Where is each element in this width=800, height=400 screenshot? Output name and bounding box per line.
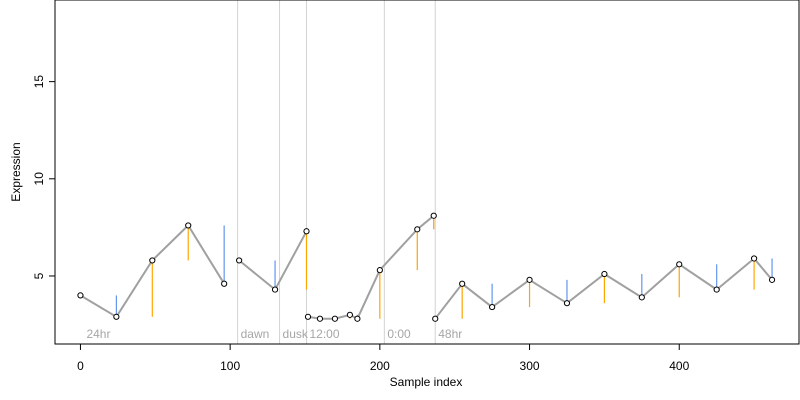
data-point: [526, 276, 533, 283]
series-lines: [79, 214, 773, 321]
data-point: [185, 222, 192, 229]
data-point: [376, 267, 383, 274]
data-point: [430, 212, 437, 219]
x-axis-title: Sample index: [390, 375, 463, 389]
marker-label: 12:00: [309, 327, 339, 341]
marker-label: 48hr: [438, 327, 462, 341]
data-point: [750, 255, 758, 262]
plot-frame: [54, 0, 800, 345]
data-point: [77, 292, 84, 299]
corner-label: 24hr: [86, 327, 110, 341]
y-axis: 5 10 15: [32, 75, 56, 279]
marker-label: dusk: [283, 327, 309, 341]
series-points: [77, 212, 776, 322]
data-point: [354, 315, 361, 322]
data-point: [638, 294, 645, 301]
data-point: [563, 300, 571, 307]
data-point: [459, 280, 466, 287]
y-tick-label: 10: [32, 172, 46, 186]
data-point: [432, 315, 439, 322]
data-point: [236, 257, 243, 264]
data-point: [601, 270, 608, 278]
y-tick-label: 15: [32, 75, 46, 89]
data-point: [303, 228, 310, 235]
data-point: [676, 261, 683, 268]
data-point: [271, 286, 279, 293]
series-line: [238, 230, 308, 292]
x-tick-label: 300: [520, 359, 540, 373]
marker-lines: [237, 0, 436, 344]
data-point: [414, 226, 421, 233]
data-point: [304, 313, 312, 320]
marker-labels: dawn dusk 12:00 0:00 48hr 24hr: [86, 327, 462, 341]
data-point: [768, 276, 776, 283]
marker-label: 0:00: [387, 327, 411, 341]
data-point: [113, 313, 120, 320]
data-point: [713, 286, 720, 293]
step-bars: [115, 215, 773, 319]
data-point: [346, 311, 354, 318]
data-point: [489, 303, 496, 311]
x-axis: 0 100 200 300 400: [77, 343, 690, 373]
y-tick-label: 5: [32, 272, 46, 279]
data-point: [316, 315, 324, 322]
series-line: [434, 257, 773, 320]
x-tick-label: 0: [77, 359, 84, 373]
marker-label: dawn: [241, 327, 270, 341]
data-point: [221, 280, 228, 287]
x-tick-label: 100: [220, 359, 240, 373]
data-point: [149, 257, 156, 264]
x-tick-label: 400: [669, 359, 689, 373]
x-tick-label: 200: [370, 359, 390, 373]
data-point: [331, 315, 339, 322]
y-axis-title: Expression: [9, 142, 23, 201]
